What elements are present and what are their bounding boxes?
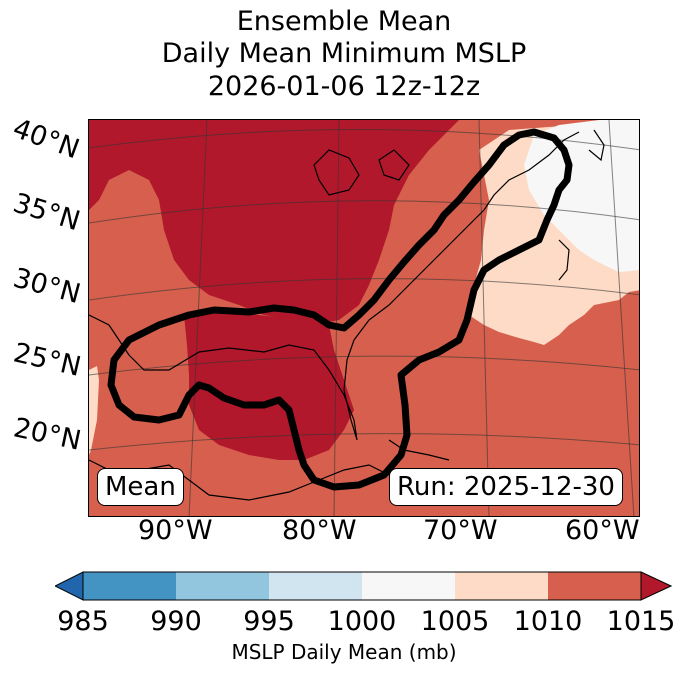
lat-label-25: 25°N — [10, 337, 84, 383]
fill-995-1000 — [524, 120, 639, 272]
colorbar-tick-1005: 1005 — [420, 606, 490, 637]
lat-label-20: 20°N — [10, 412, 84, 457]
colorbar-segment-995-1000 — [269, 572, 362, 600]
fill-1000-1005-west — [89, 366, 99, 455]
colorbar-segment-985-990 — [83, 572, 176, 600]
colorbar — [55, 571, 672, 601]
colorbar-tick-995: 995 — [243, 606, 295, 637]
mean-label-box: Mean — [97, 468, 184, 506]
colorbar-tick-990: 990 — [150, 606, 202, 637]
contour-outline — [107, 128, 573, 491]
colorbar-over-arrow — [640, 571, 672, 601]
lat-label-35: 35°N — [9, 187, 84, 238]
title-line-2: Daily Mean Minimum MSLP — [161, 38, 527, 69]
map-panel: Mean Run: 2025-12-30 — [88, 119, 640, 517]
lon-label-60w: 60°W — [565, 515, 640, 546]
title-line-1: Ensemble Mean — [236, 6, 452, 37]
lon-label-70w: 70°W — [423, 515, 498, 546]
colorbar-label: MSLP Daily Mean (mb) — [231, 640, 457, 664]
colorbar-segment-1000-1005 — [362, 572, 455, 600]
colorbar-tick-1015: 1015 — [606, 606, 676, 637]
lat-label-30: 30°N — [9, 262, 84, 311]
title-line-3: 2026-01-06 12z-12z — [207, 71, 481, 102]
fill-1010-1015-north — [89, 120, 459, 325]
colorbar-segment-1005-1010 — [455, 572, 548, 600]
colorbar-segment-1010-1015 — [548, 572, 641, 600]
lon-label-80w: 80°W — [282, 515, 357, 546]
colorbar-tick-1000: 1000 — [327, 606, 397, 637]
colorbar-segment-990-995 — [176, 572, 269, 600]
lon-label-90w: 90°W — [138, 515, 213, 546]
colorbar-tick-985: 985 — [57, 606, 109, 637]
coastlines — [89, 129, 605, 501]
mslp-map — [89, 120, 639, 516]
colorbar-tick-1010: 1010 — [513, 606, 583, 637]
run-label-box: Run: 2025-12-30 — [389, 468, 623, 506]
colorbar-under-arrow — [55, 571, 84, 601]
lat-label-40: 40°N — [8, 112, 84, 166]
